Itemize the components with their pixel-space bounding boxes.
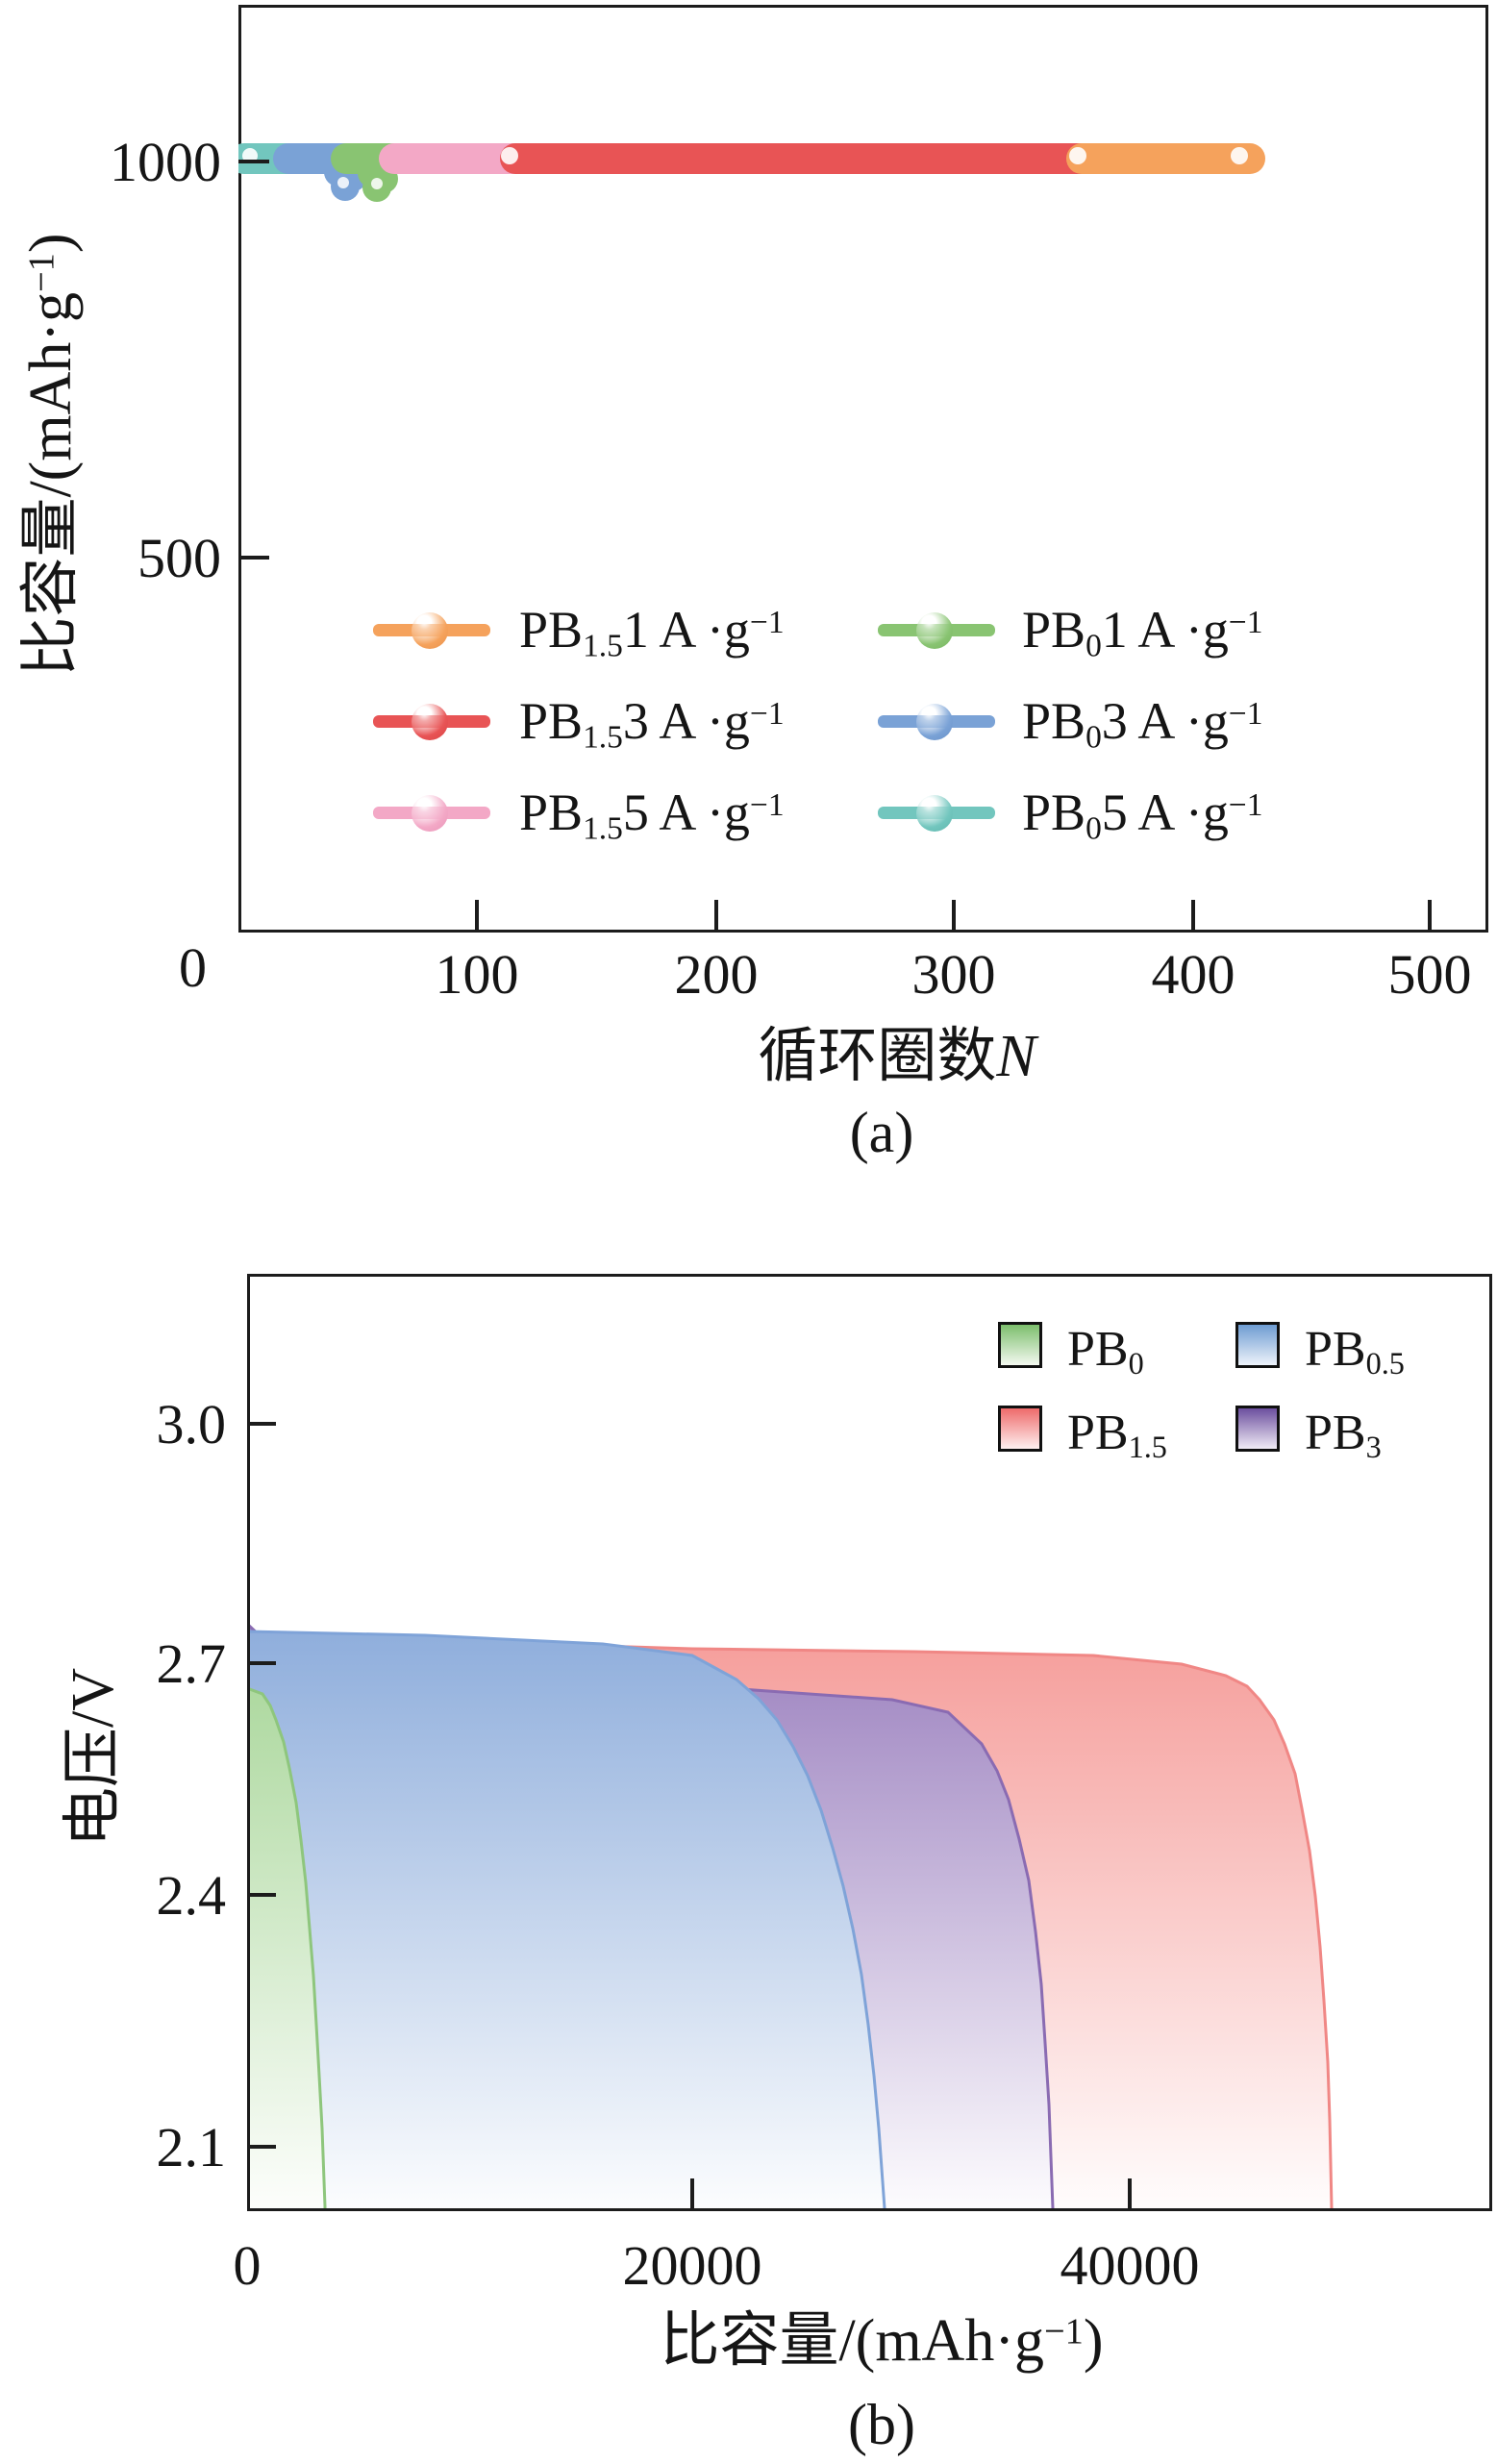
legend-b-label-pb15: PB1.5 xyxy=(1067,1406,1167,1465)
panel-b-xtick-20000: 20000 xyxy=(622,2234,762,2297)
legend-b-swatch-pb15 xyxy=(998,1406,1042,1452)
panel-b-ticks xyxy=(247,1422,1132,2211)
legend-a-sphere-red xyxy=(412,704,448,740)
legend-b-swatch-pb05 xyxy=(1235,1322,1280,1368)
panel-b-plot-frame xyxy=(247,1274,1492,2211)
legend-a-sphere-green xyxy=(916,612,953,649)
curve-pb0-area xyxy=(247,1686,327,2211)
panel-a-y-axis-label: 比容量/(mAh·g−1) xyxy=(18,233,84,677)
panel-a-xtick-300: 300 xyxy=(911,943,996,1006)
legend-b-label-pb3: PB3 xyxy=(1305,1406,1382,1465)
legend-a-label-pb15-5: PB1.55 A ·g−1 xyxy=(519,784,785,847)
panel-a-xtick-100: 100 xyxy=(435,943,519,1006)
panel-b-y-axis-label: 电压/V xyxy=(61,1668,126,1848)
panel-a-xtick-400: 400 xyxy=(1151,943,1235,1006)
panel-b-ytick-3.0: 3.0 xyxy=(156,1393,227,1456)
panel-a-ytick-500: 500 xyxy=(137,527,221,589)
legend-a-label-pb0-5: PB05 A ·g−1 xyxy=(1022,784,1263,847)
panel-b-xtick-40000: 40000 xyxy=(1060,2234,1200,2297)
panel-b-x-axis-label: 比容量/(mAh·g−1) xyxy=(660,2308,1104,2374)
panel-a-xtick-200: 200 xyxy=(674,943,759,1006)
panel-b-ytick-2.1: 2.1 xyxy=(156,2116,227,2178)
legend-a-label-pb0-1: PB01 A ·g−1 xyxy=(1022,601,1263,664)
panel-a-ytick-1000: 1000 xyxy=(110,131,221,193)
legend-a-label-pb15-3: PB1.53 A ·g−1 xyxy=(519,692,785,756)
panel-a-caption: (a) xyxy=(849,1101,914,1164)
panel-a-plot-svg xyxy=(238,143,1432,933)
panel-a-xtick-500: 500 xyxy=(1387,943,1472,1006)
legend-b-label-pb0: PB0 xyxy=(1067,1322,1144,1381)
legend-b-label-pb05: PB0.5 xyxy=(1305,1322,1405,1381)
legend-a-sphere-teal xyxy=(916,795,953,832)
legend-b-swatch-pb0 xyxy=(998,1322,1042,1368)
legend-a-label-pb0-3: PB03 A ·g−1 xyxy=(1022,692,1263,756)
panel-b-caption: (b) xyxy=(848,2393,915,2456)
legend-a-label-pb15-1: PB1.51 A ·g−1 xyxy=(519,601,785,664)
panel-b-ytick-2.4: 2.4 xyxy=(156,1864,227,1927)
legend-b-swatch-pb3 xyxy=(1235,1406,1280,1452)
panel-a-ticks xyxy=(238,160,1432,933)
curve-pb05-area xyxy=(247,1630,886,2211)
legend-a-sphere-orange xyxy=(412,612,448,649)
panel-b-plot-svg xyxy=(247,1422,1334,2211)
panel-a-x-axis-label: 循环圈数N xyxy=(758,1024,1036,1089)
panel-b-xtick-0: 0 xyxy=(233,2234,262,2297)
panel-a-ytick-0: 0 xyxy=(179,936,207,999)
legend-a-sphere-pink xyxy=(412,795,448,832)
panel-b-ytick-2.7: 2.7 xyxy=(156,1632,227,1695)
legend-a-sphere-blue xyxy=(916,704,953,740)
panel-a-plot-frame xyxy=(238,5,1488,933)
